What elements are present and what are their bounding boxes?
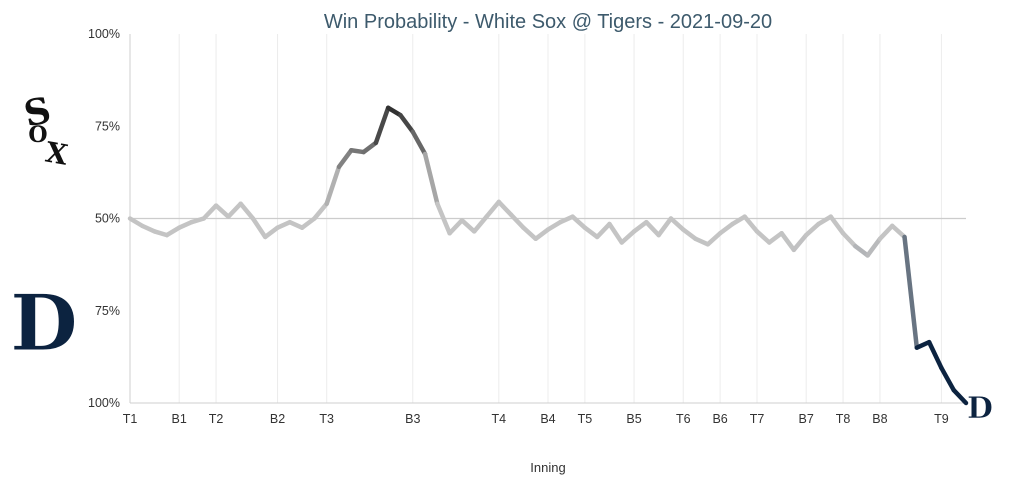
line-segment [164,225,182,238]
x-tick-label-b4: B4 [540,412,555,426]
line-segment [459,218,477,234]
line-segment [877,223,895,242]
svg-text:X: X [43,136,70,172]
line-segment [791,232,809,253]
white-sox-logo-icon: S O X [20,89,70,172]
y-tick-label: 75% [95,304,120,318]
x-tick-label-b2: B2 [270,412,285,426]
line-segment [533,227,551,242]
line-segment [201,203,219,221]
line-segment [816,214,834,227]
x-tick-label-t1: T1 [123,412,138,426]
line-segment [668,216,686,232]
svg-text:D: D [967,391,993,426]
x-tick-label-b7: B7 [799,412,814,426]
line-segment [127,216,145,229]
x-tick-label-t8: T8 [836,412,851,426]
y-tick-label: 50% [95,212,120,226]
x-tick-label-b1: B1 [172,412,187,426]
line-segment [410,129,428,157]
grid [129,34,966,403]
svg-text:D: D [10,278,78,369]
x-tick-labels: T1 B1 T2 B2 T3 B3 T4 B4 T5 B5 T6 B6 T7 B7 T8 B8 T9 [123,412,949,426]
line-segment [213,203,231,219]
line-segment [644,219,661,238]
x-tick-label-t3: T3 [319,412,334,426]
x-tick-label-t7: T7 [750,412,765,426]
y-tick-labels: 100% 75% 50% 75% 100% [88,27,120,410]
line-segment [656,216,674,238]
line-segment [926,339,944,371]
line-segment [902,234,920,350]
line-segment [521,225,538,242]
y-tick-label: 100% [88,27,120,41]
line-segment [422,151,440,206]
x-tick-label-t2: T2 [209,412,224,426]
x-tick-label-t6: T6 [676,412,691,426]
line-segment [373,105,391,146]
x-tick-label-t9: T9 [934,412,949,426]
line-segment [951,387,969,406]
x-tick-label-b5: B5 [626,412,641,426]
y-tick-label: 100% [88,396,120,410]
line-segment [324,164,342,206]
win-probability-line [127,105,969,406]
line-segment [619,229,637,245]
line-segment [508,212,526,230]
line-segment [730,214,747,227]
line-segment [705,231,723,247]
line-segment [828,214,846,236]
x-axis-label: Inning [530,460,565,475]
line-segment [742,214,760,234]
line-segment [226,201,243,219]
line-segment [496,199,514,218]
line-segment [607,221,625,245]
line-segment [582,225,600,240]
line-segment [545,219,563,232]
line-segment [336,147,354,170]
line-segment [680,227,698,242]
x-tick-label-b8: B8 [872,412,887,426]
x-tick-label-b3: B3 [405,412,420,426]
tigers-logo-icon: D [10,278,79,370]
line-segment [262,225,280,240]
y-tick-label: 75% [95,119,120,133]
x-tick-label-t4: T4 [492,412,507,426]
line-segment [471,214,489,234]
line-segment [865,236,883,258]
line-segment [312,201,329,221]
x-tick-label-t5: T5 [578,412,593,426]
x-tick-label-b6: B6 [712,412,727,426]
line-segment [779,231,797,253]
line-segment [717,221,735,236]
line-segment [385,105,403,118]
line-segment [803,221,821,238]
line-segment [250,216,268,240]
line-segment [767,231,784,245]
chart-title: Win Probability - White Sox @ Tigers - 2… [324,11,772,33]
line-segment [361,140,379,155]
line-segment [398,112,416,135]
line-segment [435,201,452,236]
svg-text:O: O [28,122,47,148]
line-segment [570,214,588,230]
line-segment [594,221,612,240]
line-segment [631,219,649,234]
line-segment [840,231,858,249]
line-segment [447,218,465,236]
line-segment [853,243,870,258]
line-segment [484,199,502,219]
tigers-end-marker-icon: D [967,391,994,427]
line-segment [299,216,317,230]
line-segment [939,365,956,393]
line-segment [754,229,772,245]
line-segment [238,201,256,221]
line-segment [889,223,907,240]
